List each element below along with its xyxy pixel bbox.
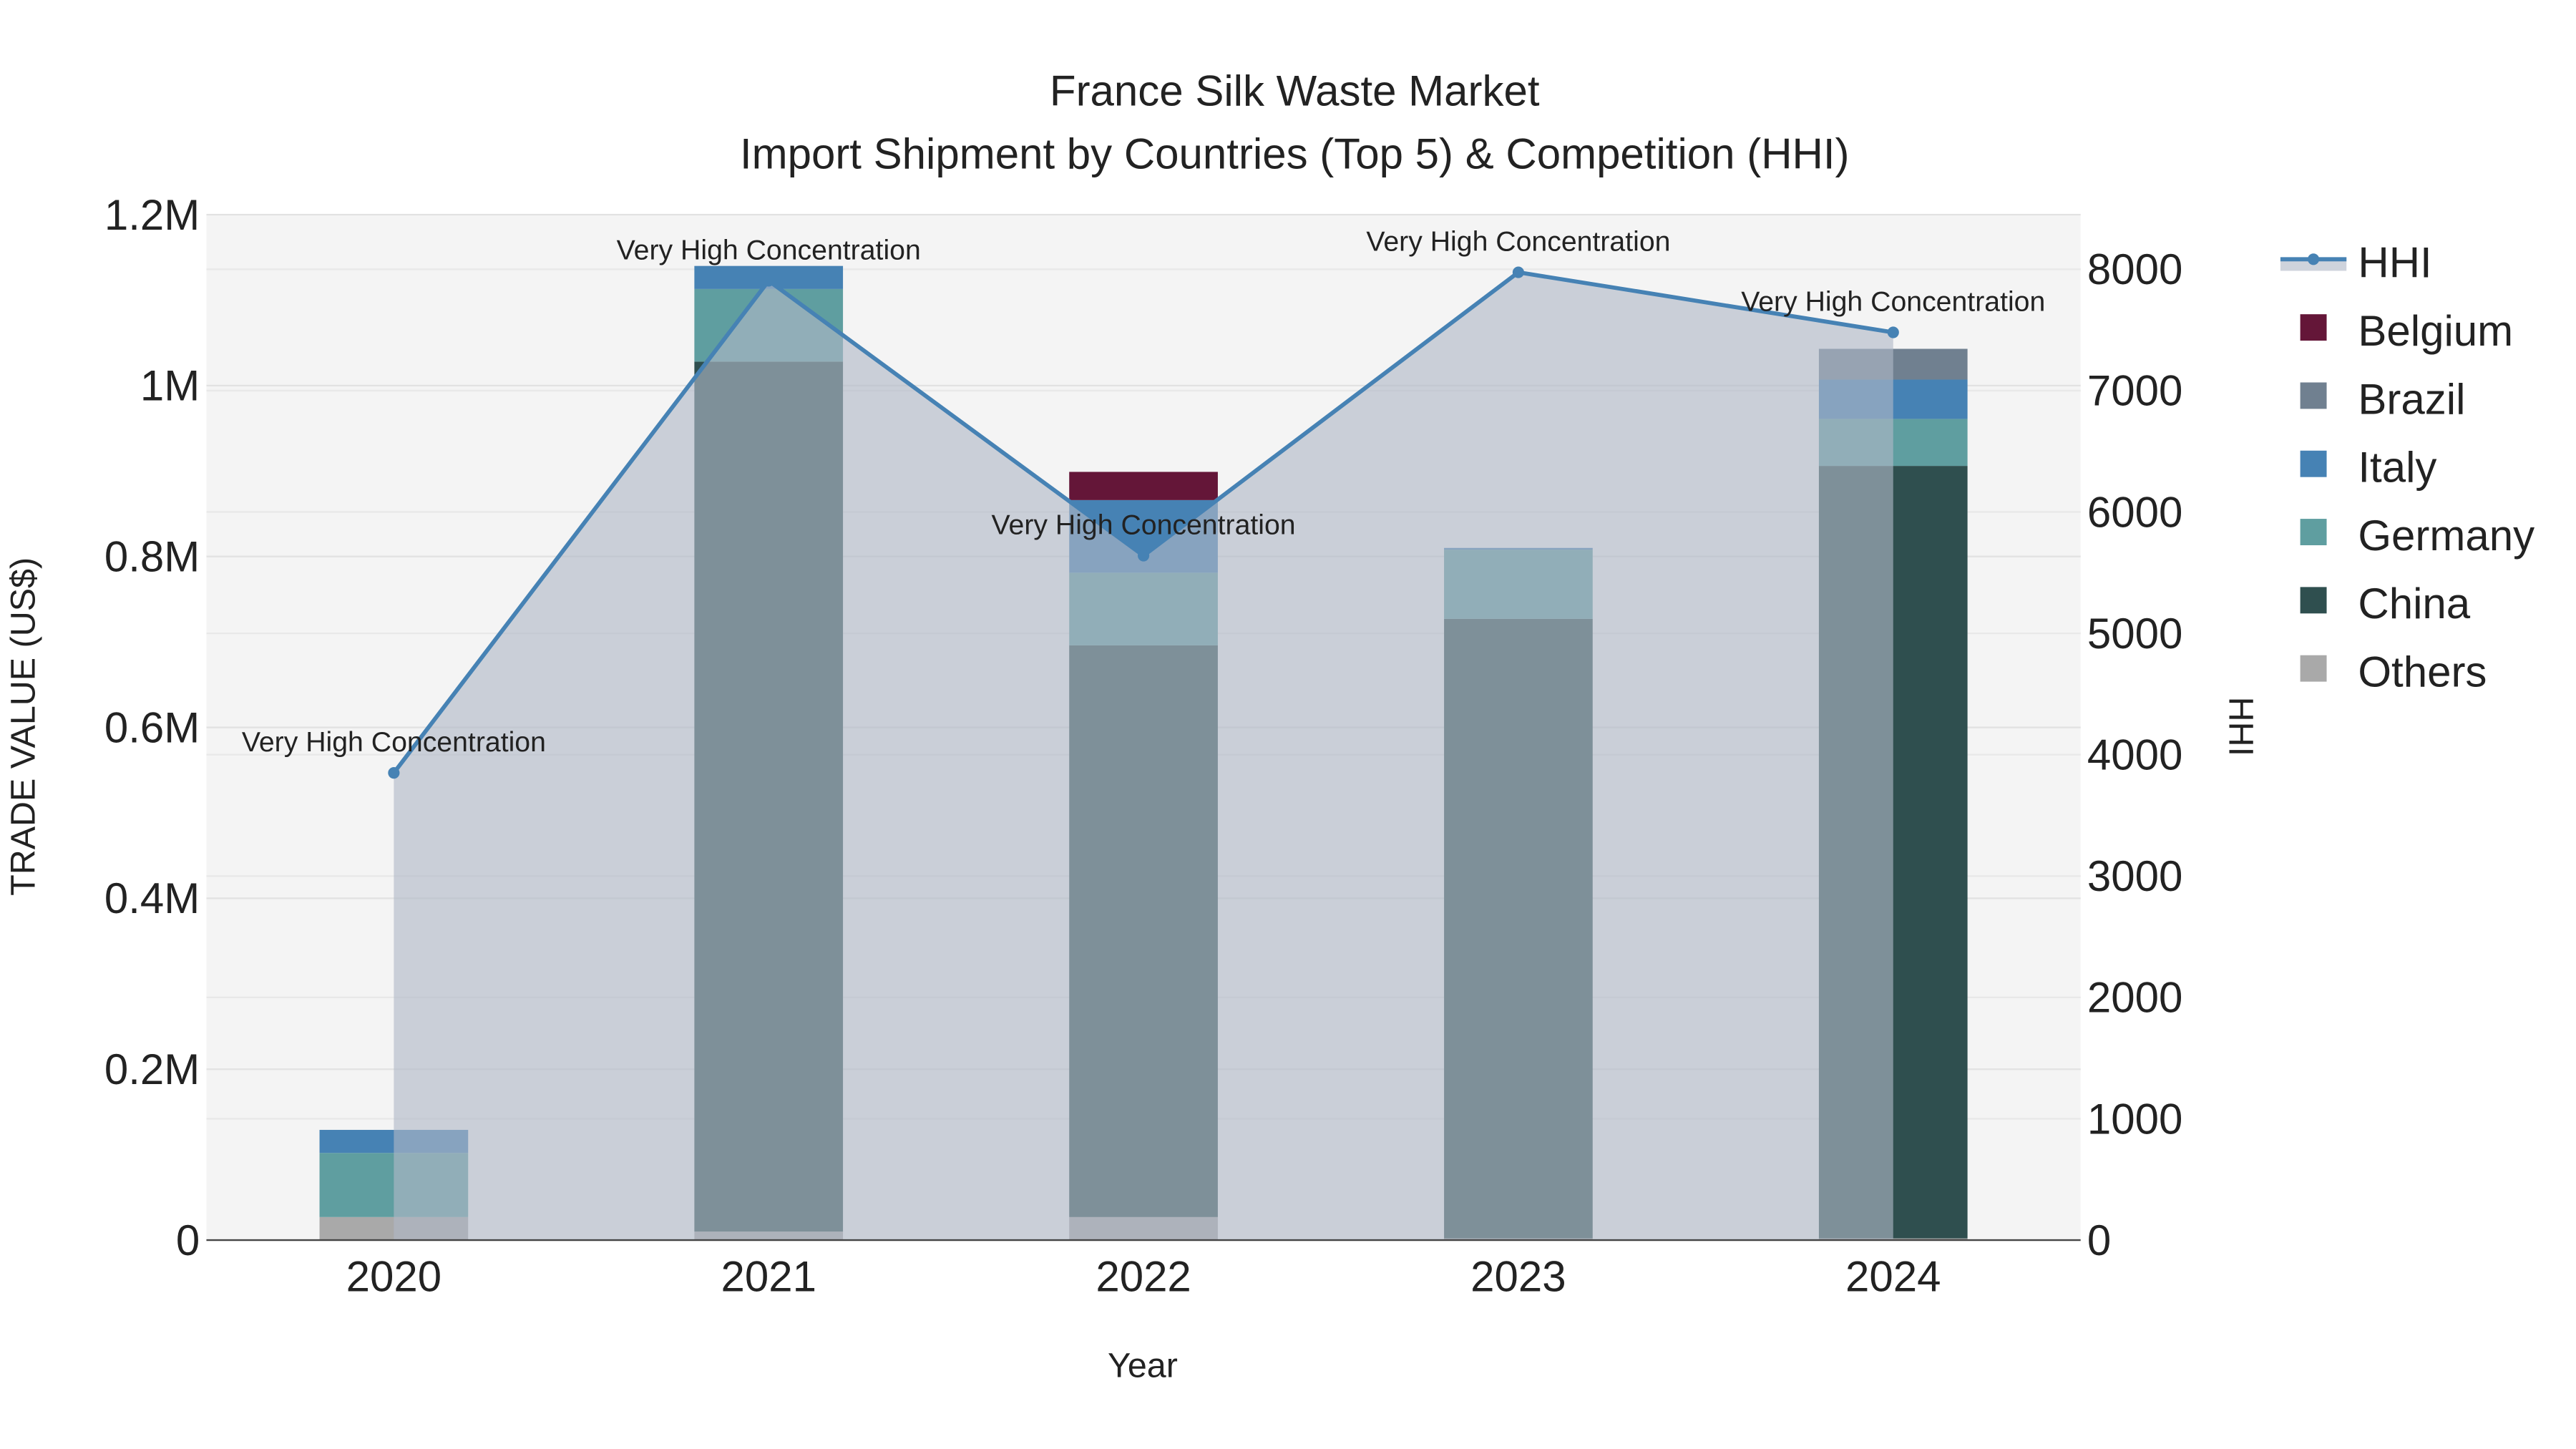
x-tick-label: 2020: [346, 1253, 441, 1301]
x-tick-label: 2023: [1470, 1253, 1566, 1301]
annotations: Very High Concentration Very High Concent…: [242, 226, 2045, 758]
legend-label-belgium: Belgium: [2358, 307, 2513, 355]
y-tick-label: 0.2M: [104, 1045, 200, 1093]
legend-hhi-marker: [2308, 253, 2320, 265]
y2-axis-title: HHI: [2221, 697, 2260, 756]
y-tick-label: 0.6M: [104, 703, 200, 751]
legend-swatch-others: [2300, 655, 2327, 682]
legend-swatch-germany: [2300, 519, 2327, 545]
axes: 0 0.2M 0.4M 0.6M 0.8M 1M 1.2M 0 1000 2000 3000 4000…: [104, 191, 2183, 1301]
legend-label-germany: Germany: [2358, 512, 2534, 560]
y-tick-label: 0.8M: [104, 532, 200, 580]
y2-tick-label: 2000: [2087, 974, 2182, 1022]
y-tick-label: 0.4M: [104, 874, 200, 922]
y2-tick-label: 4000: [2087, 731, 2182, 779]
legend-label-others: Others: [2358, 648, 2487, 696]
y2-tick-label: 8000: [2087, 245, 2182, 293]
hhi-point-2020: [388, 767, 400, 779]
legend: HHI Belgium Brazil Italy Germany China Others: [2280, 239, 2534, 696]
hhi-annotation: Very High Concentration: [1741, 286, 2045, 318]
y2-tick-label: 6000: [2087, 488, 2182, 536]
hhi-point-2022: [1138, 550, 1150, 562]
legend-label-china: China: [2358, 580, 2470, 628]
legend-swatch-belgium: [2300, 314, 2327, 341]
hhi-annotation: Very High Concentration: [617, 234, 921, 265]
hhi-line: [388, 266, 1899, 779]
y-tick-label: 1M: [140, 362, 200, 410]
chart-subtitle: Import Shipment by Countries (Top 5) & C…: [740, 130, 1850, 177]
hhi-area-fill: [394, 272, 1893, 1241]
y2-tick-label: 3000: [2087, 852, 2182, 900]
hhi-point-2024: [1887, 326, 1899, 338]
y2-tick-label: 5000: [2087, 610, 2182, 658]
y2-tick-label: 0: [2087, 1216, 2111, 1264]
y2-tick-label: 1000: [2087, 1095, 2182, 1143]
y2-tick-label: 7000: [2087, 367, 2182, 415]
legend-label-italy: Italy: [2358, 444, 2436, 492]
hhi-point-2023: [1512, 266, 1524, 278]
hhi-annotation: Very High Concentration: [992, 509, 1296, 541]
hhi-point-2021: [763, 275, 775, 287]
x-tick-label: 2021: [721, 1253, 816, 1301]
bar-belgium-2022: [1069, 472, 1218, 500]
y-tick-label: 0: [176, 1216, 200, 1264]
legend-label-brazil: Brazil: [2358, 375, 2465, 423]
hhi-annotation: Very High Concentration: [242, 726, 546, 758]
y-axis-title: TRADE VALUE (US$): [4, 557, 42, 896]
chart-title: France Silk Waste Market: [1050, 67, 1540, 115]
x-tick-label: 2022: [1096, 1253, 1191, 1301]
x-axis-title: Year: [1108, 1347, 1178, 1385]
x-tick-label: 2024: [1845, 1253, 1941, 1301]
y-tick-label: 1.2M: [104, 191, 200, 239]
hhi-area: [394, 272, 1893, 1241]
hhi-annotation: Very High Concentration: [1366, 226, 1670, 258]
legend-label-hhi: HHI: [2358, 239, 2431, 287]
legend-swatch-italy: [2300, 450, 2327, 477]
legend-swatch-brazil: [2300, 382, 2327, 409]
legend-swatch-china: [2300, 587, 2327, 614]
